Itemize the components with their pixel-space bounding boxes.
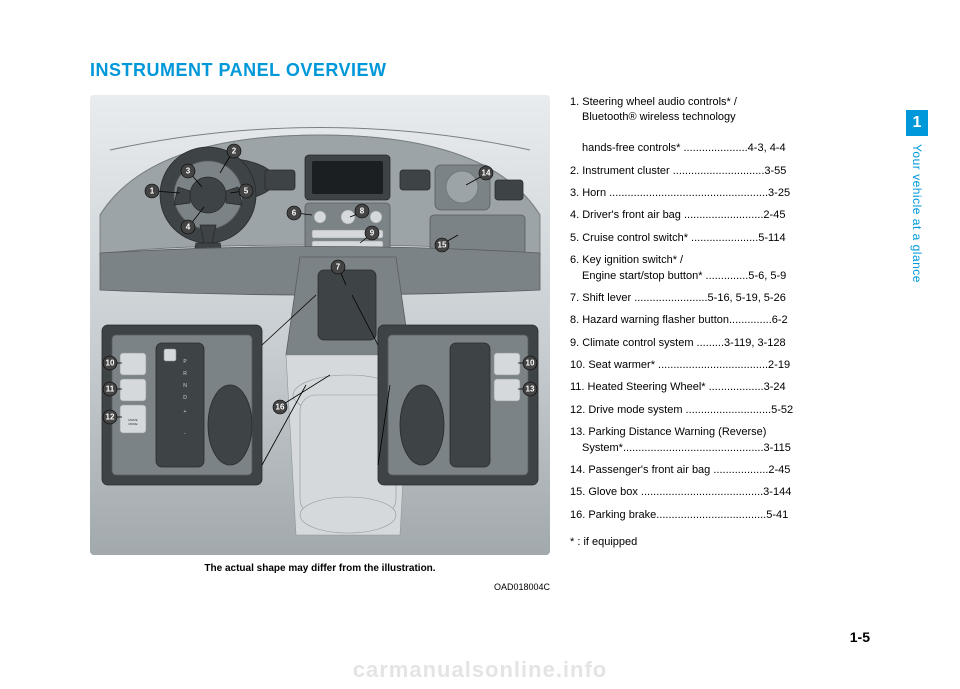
legend-item: 16. Parking brake.......................… — [570, 508, 870, 523]
legend-line: 5. Cruise control switch* ..............… — [570, 232, 786, 244]
illustration-caption: The actual shape may differ from the ill… — [90, 563, 550, 574]
legend-item: 8. Hazard warning flasher button........… — [570, 313, 870, 328]
legend-line: System*.................................… — [570, 441, 870, 456]
legend-item: 14. Passenger's front air bag ..........… — [570, 463, 870, 478]
legend-line: 16. Parking brake.......................… — [570, 509, 788, 521]
svg-text:8: 8 — [360, 207, 365, 216]
legend-line: 15. Glove box ..........................… — [570, 486, 791, 498]
svg-text:11: 11 — [106, 385, 115, 394]
svg-text:9: 9 — [370, 229, 375, 238]
legend-item: 10. Seat warmer* .......................… — [570, 358, 870, 373]
svg-text:4: 4 — [186, 223, 191, 232]
svg-text:+: + — [184, 409, 187, 415]
side-tab: 1 Your vehicle at a glance — [906, 110, 928, 288]
svg-text:D: D — [183, 395, 187, 401]
dashboard-illustration: DRIVE MODE P R N D + - — [90, 95, 550, 555]
legend-line: 12. Drive mode system ..................… — [570, 404, 793, 416]
legend-item: 11. Heated Steering Wheel* .............… — [570, 380, 870, 395]
legend-line: 10. Seat warmer* .......................… — [570, 359, 790, 371]
svg-text:14: 14 — [482, 169, 491, 178]
legend-line: 4. Driver's front air bag ..............… — [570, 209, 785, 221]
legend-item: 4. Driver's front air bag ..............… — [570, 208, 870, 223]
legend-line: 14. Passenger's front air bag ..........… — [570, 464, 790, 476]
svg-text:10: 10 — [106, 359, 115, 368]
legend-item: 2. Instrument cluster ..................… — [570, 164, 870, 179]
svg-text:1: 1 — [150, 187, 155, 196]
legend-item: 15. Glove box ..........................… — [570, 485, 870, 500]
legend-line: 8. Hazard warning flasher button........… — [570, 314, 788, 326]
legend-item: 13. Parking Distance Warning (Reverse) Sy… — [570, 425, 870, 456]
legend-item: 9. Climate control system .........3-119… — [570, 336, 870, 351]
chapter-number: 1 — [906, 110, 928, 136]
legend-line: hands-free controls* ...................… — [570, 141, 870, 156]
svg-text:MODE: MODE — [129, 422, 138, 426]
svg-text:7: 7 — [336, 263, 341, 272]
svg-text:13: 13 — [526, 385, 535, 394]
svg-text:12: 12 — [106, 413, 115, 422]
legend-item: 1. Steering wheel audio controls* / Bluet… — [570, 95, 870, 157]
legend-line: 1. Steering wheel audio controls* / — [570, 96, 737, 108]
page-number: 1-5 — [850, 629, 870, 645]
svg-text:N: N — [183, 383, 187, 389]
legend-line: 2. Instrument cluster ..................… — [570, 165, 786, 177]
legend-line: Engine start/stop button* ..............… — [570, 269, 870, 284]
dashboard-svg: DRIVE MODE P R N D + - — [90, 95, 550, 555]
svg-text:3: 3 — [186, 167, 191, 176]
legend-line: 6. Key ignition switch* / — [570, 254, 683, 266]
svg-text:2: 2 — [232, 147, 237, 156]
chapter-title: Your vehicle at a glance — [910, 144, 924, 283]
legend-line: 7. Shift lever ........................5… — [570, 292, 786, 304]
svg-text:15: 15 — [438, 241, 447, 250]
legend-item: 6. Key ignition switch* / Engine start/st… — [570, 253, 870, 284]
legend-item: 12. Drive mode system ..................… — [570, 403, 870, 418]
legend-item: 3. Horn ................................… — [570, 186, 870, 201]
legend-list: 1. Steering wheel audio controls* / Bluet… — [570, 95, 870, 574]
legend-line: 13. Parking Distance Warning (Reverse) — [570, 426, 766, 438]
watermark: carmanualsonline.info — [0, 657, 960, 683]
legend-line: Bluetooth® wireless technology — [570, 110, 870, 125]
footnote: * : if equipped — [570, 535, 870, 550]
page-heading: INSTRUMENT PANEL OVERVIEW — [90, 60, 870, 81]
svg-text:10: 10 — [526, 359, 535, 368]
svg-text:5: 5 — [244, 187, 249, 196]
svg-text:16: 16 — [276, 403, 285, 412]
illustration-column: DRIVE MODE P R N D + - — [90, 95, 550, 574]
figure-code: OAD018004C — [494, 582, 550, 592]
legend-item: 7. Shift lever ........................5… — [570, 291, 870, 306]
legend-line: 9. Climate control system .........3-119… — [570, 337, 786, 349]
svg-text:R: R — [183, 371, 187, 377]
legend-item: 5. Cruise control switch* ..............… — [570, 231, 870, 246]
legend-line: 11. Heated Steering Wheel* .............… — [570, 381, 786, 393]
legend-line: 3. Horn ................................… — [570, 187, 790, 199]
svg-text:6: 6 — [292, 209, 297, 218]
